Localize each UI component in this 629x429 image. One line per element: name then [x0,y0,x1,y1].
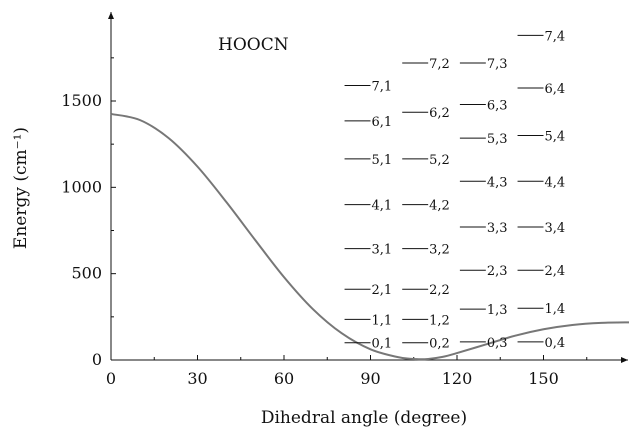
energy-level-label: 6,4 [545,82,566,97]
energy-level-label: 4,2 [429,199,450,214]
energy-level-label: 0,2 [429,337,450,352]
energy-level-label: 1,4 [545,302,566,317]
energy-level-label: 7,1 [372,79,393,94]
energy-level-label: 1,3 [487,303,508,318]
energy-level-label: 4,1 [372,199,393,214]
energy-level-label: 5,3 [487,132,508,147]
energy-level-label: 5,2 [429,153,450,168]
potential-curve-layer [110,112,629,361]
energy-level-label: 2,2 [429,283,450,298]
x-tick-label: 150 [528,369,559,388]
energy-levels-layer: 0,1 1,1 2,1 3,1 4,1 5,1 6,1 7,1 0,2 1,2 2,2 3,2 4,2 5… [344,29,566,352]
x-tick-label: 0 [106,369,116,388]
energy-level-label: 1,1 [372,313,393,328]
energy-level-label: 7,3 [487,57,508,72]
y-tick-label: 1500 [61,91,102,110]
energy-level-label: 3,3 [487,221,508,236]
y-axis-arrow-icon [108,12,114,19]
y-tick-label: 1000 [61,177,102,196]
energy-level-label: 6,2 [429,106,450,121]
x-axis-title: Dihedral angle (degree) [261,408,467,428]
energy-level-label: 3,1 [372,243,393,258]
y-axis-title: Energy (cm⁻¹) [11,127,31,249]
y-tick-label: 500 [71,264,102,283]
energy-level-label: 7,2 [429,57,450,72]
x-tick-label: 90 [360,369,380,388]
energy-level-label: 7,4 [545,29,566,44]
energy-level-label: 1,2 [429,313,450,328]
energy-level-label: 2,4 [545,264,566,279]
energy-level-label: 0,4 [545,336,566,351]
energy-level-label: 0,1 [372,337,393,352]
x-axis-arrow-icon [621,357,628,363]
energy-level-label: 6,3 [487,98,508,113]
energy-level-label: 0,3 [487,336,508,351]
energy-level-label: 3,4 [545,221,566,236]
y-tick-label: 0 [92,350,102,369]
energy-level-label: 2,3 [487,264,508,279]
molecule-label: HOOCN [218,35,289,55]
x-tick-label: 60 [274,369,294,388]
x-tick-label: 30 [187,369,207,388]
energy-level-label: 4,3 [487,175,508,190]
energy-level-label: 5,1 [372,153,393,168]
x-tick-label: 120 [442,369,473,388]
energy-level-label: 6,1 [372,115,393,130]
potential-energy-curve [110,112,629,361]
energy-level-label: 3,2 [429,243,450,258]
energy-level-label: 4,4 [545,175,566,190]
energy-level-label: 2,1 [372,283,393,298]
energy-level-label: 5,4 [545,130,566,145]
